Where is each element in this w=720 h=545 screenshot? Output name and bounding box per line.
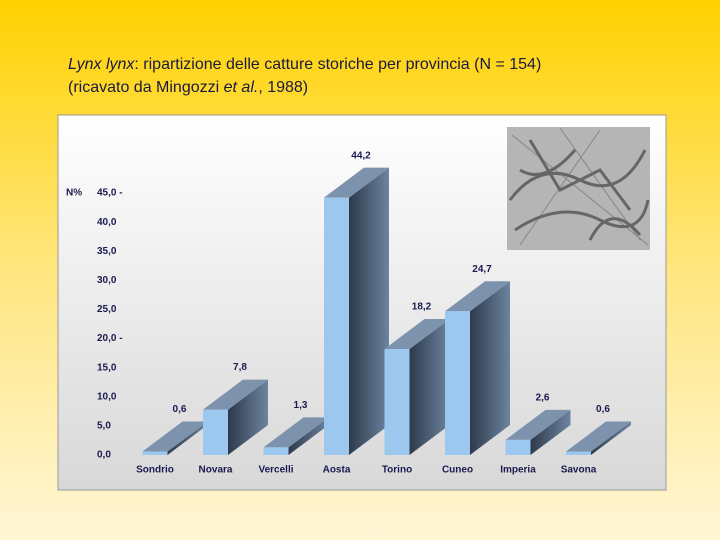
bar-side	[530, 409, 571, 455]
y-tick-label: 45,0 -	[97, 188, 123, 199]
y-tick-label: 0,0	[97, 450, 111, 461]
lynx-picture	[507, 127, 650, 250]
bar-top	[324, 167, 389, 198]
bar	[445, 311, 470, 455]
bar-side	[349, 167, 389, 455]
value-label: 0,6	[173, 404, 187, 415]
bar-side	[470, 281, 510, 455]
bar	[505, 439, 531, 455]
title-line-2: (ricavato da Mingozzi et al., 1988)	[68, 79, 308, 96]
bar-top	[384, 319, 450, 350]
x-tick-label: Imperia	[500, 465, 536, 476]
value-label: 2,6	[536, 393, 550, 404]
bar	[142, 451, 168, 455]
bar-top	[142, 421, 208, 452]
bar	[263, 447, 289, 455]
bar-side	[228, 379, 268, 455]
title-part: (ricavato da Mingozzi	[68, 79, 224, 96]
x-tick-label: Aosta	[323, 465, 351, 476]
x-tick-label: Cuneo	[442, 465, 473, 476]
y-tick-label: 20,0 -	[97, 333, 123, 344]
bar-side	[409, 319, 450, 455]
y-tick-label: 30,0	[97, 275, 117, 286]
bar-top	[263, 417, 329, 448]
x-tick-label: Torino	[382, 465, 412, 476]
bar-top	[203, 379, 268, 410]
x-tick-label: Sondrio	[136, 465, 174, 476]
bar-top	[445, 281, 510, 312]
value-label: 24,7	[472, 264, 492, 275]
value-label: 44,2	[351, 150, 371, 161]
x-tick-label: Savona	[561, 465, 597, 476]
y-tick-label: 40,0	[97, 217, 117, 228]
bar	[566, 451, 591, 455]
bar-side	[288, 417, 329, 455]
value-label: 7,8	[233, 362, 247, 373]
value-label: 1,3	[294, 400, 308, 411]
value-label: 0,6	[596, 404, 610, 415]
title-part: : ripartizione delle catture storiche pe…	[134, 56, 541, 73]
x-tick-label: Novara	[199, 465, 233, 476]
bar	[384, 349, 410, 455]
y-tick-label: 35,0	[97, 246, 117, 257]
value-label: 18,2	[412, 302, 432, 313]
bar-top	[566, 421, 631, 452]
title-line-1: Lynx lynx: ripartizione delle catture st…	[68, 56, 541, 73]
y-tick-label: 5,0	[97, 421, 111, 432]
title-part: Lynx lynx	[68, 56, 135, 73]
bar-top	[505, 409, 571, 440]
y-axis-label: N%	[66, 188, 82, 199]
y-tick-label: 15,0	[97, 362, 117, 373]
title-part: et al.	[224, 79, 259, 96]
title-part: , 1988)	[258, 79, 308, 96]
x-tick-label: Vercelli	[258, 465, 293, 476]
y-tick-label: 10,0	[97, 391, 117, 402]
y-tick-label: 25,0	[97, 304, 117, 315]
bar	[324, 197, 349, 455]
bar	[203, 409, 228, 455]
bar-side	[591, 421, 631, 455]
bar-side	[167, 421, 208, 455]
